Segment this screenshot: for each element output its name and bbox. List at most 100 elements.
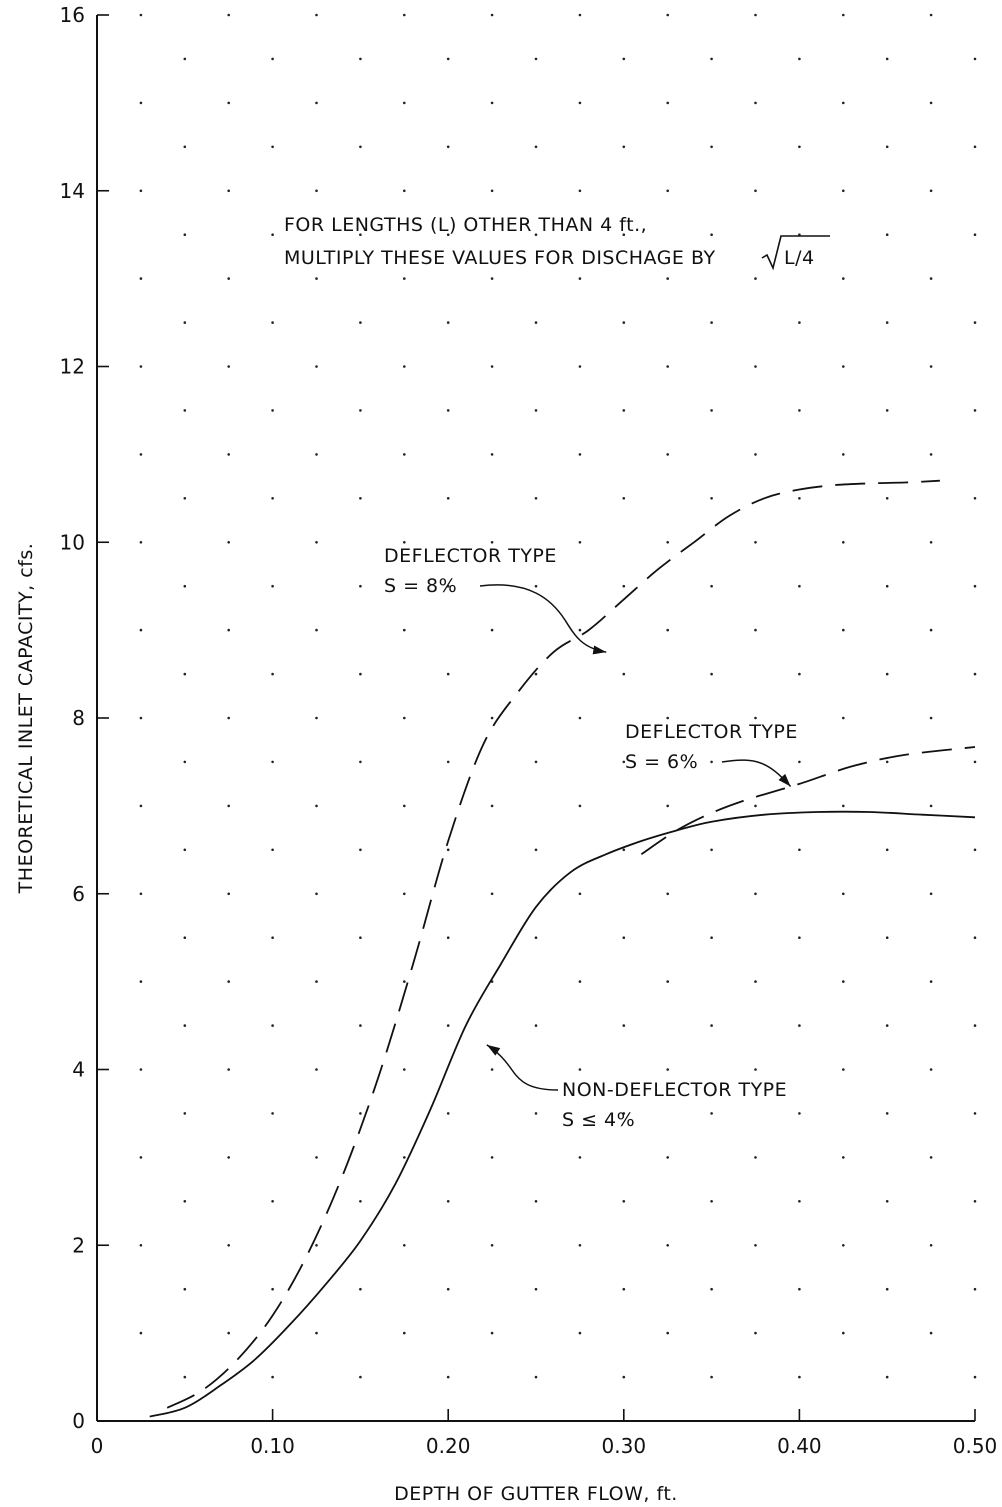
dot-grid [139,13,977,1379]
series-line-non-deflector [149,810,976,1418]
grid-dot [446,57,450,61]
label-non-deflector-line-2: S ≤ 4% [562,1109,635,1131]
grid-dot [885,57,889,61]
grid-dot [973,848,977,852]
grid-dot [139,277,143,280]
grid-dot [622,233,626,236]
grid-dot [315,716,318,720]
series-line-deflector-8 [166,479,940,1409]
grid-dot [534,760,538,764]
grid-dot [973,497,977,500]
grid-dot [842,980,845,983]
grid-dot [139,365,143,368]
grid-dot [842,628,845,632]
grid-dot [666,804,669,808]
grid-dot [754,277,757,280]
grid-dot [315,453,318,456]
grid-dot [490,1156,494,1159]
grid-dot [929,628,933,632]
series-line-deflector-6 [640,746,976,855]
grid-dot [534,584,538,588]
grid-dot [315,1156,318,1159]
grid-dot [490,1244,494,1247]
grid-dot [446,1200,450,1203]
grid-dot [490,453,494,456]
grid-dot [227,1244,230,1247]
grid-dot [403,716,406,720]
grid-dot [754,453,757,456]
grid-dot [490,277,494,280]
grid-dot [885,1024,889,1027]
grid-dot [666,541,669,544]
grid-dot [578,1156,582,1159]
grid-dot [929,1068,933,1071]
grid-dot [534,1112,538,1115]
grid-dot [754,101,757,105]
grid-dot [622,321,626,324]
grid-dot [754,13,757,17]
grid-dot [973,1024,977,1027]
grid-dot [666,1068,669,1071]
grid-dot [578,1244,582,1247]
grid-dot [183,233,187,236]
grid-dot [315,277,318,280]
grid-dot [534,145,538,149]
grid-dot [754,628,757,632]
grid-dot [798,321,801,324]
grid-dot [534,409,538,412]
grid-dot [271,1024,274,1027]
tick-labels: 0 0.10 0.20 0.30 0.40 0.50 0 2 4 6 8 10 12 14 16 [60,3,998,1458]
grid-dot [315,1068,318,1071]
grid-dot [490,13,494,17]
grid-dot [710,1375,713,1379]
grid-dot [885,936,889,939]
x-tick-label: 0.20 [426,1434,471,1458]
grid-dot [710,1024,713,1027]
grid-dot [227,980,230,983]
grid-dot [534,1375,538,1379]
grid-dot [446,848,450,852]
y-tick-label: 14 [60,179,85,203]
grid-dot [359,57,362,61]
grid-dot [798,1024,801,1027]
grid-dot [403,541,406,544]
grid-dot [271,1375,274,1379]
grid-dot [446,1287,450,1291]
grid-dot [666,365,669,368]
grid-dot [929,980,933,983]
grid-dot [403,101,406,105]
grid-dot [315,365,318,368]
grid-dot [315,189,318,193]
grid-dot [183,672,187,676]
grid-dot [842,1156,845,1159]
grid-dot [754,716,757,720]
grid-dot [183,57,187,61]
grid-dot [754,189,757,193]
grid-dot [842,892,845,896]
grid-dot [403,277,406,280]
grid-dot [315,628,318,632]
grid-dot [446,672,450,676]
grid-dot [842,453,845,456]
grid-dot [973,760,977,764]
grid-dot [534,57,538,61]
note-formula: L/4 [784,247,815,269]
grid-dot [403,453,406,456]
grid-dot [271,409,274,412]
grid-dot [710,936,713,939]
grid-dot [139,892,143,896]
grid-dot [798,936,801,939]
grid-dot [929,1244,933,1247]
grid-dot [183,1112,187,1115]
grid-dot [842,804,845,808]
y-tick-label: 4 [72,1058,85,1082]
grid-dot [271,497,274,500]
grid-dot [710,57,713,61]
grid-dot [973,1375,977,1379]
grid-dot [359,1375,362,1379]
grid-dot [929,13,933,17]
grid-dot [798,584,801,588]
grid-dot [490,541,494,544]
grid-dot [183,1375,187,1379]
